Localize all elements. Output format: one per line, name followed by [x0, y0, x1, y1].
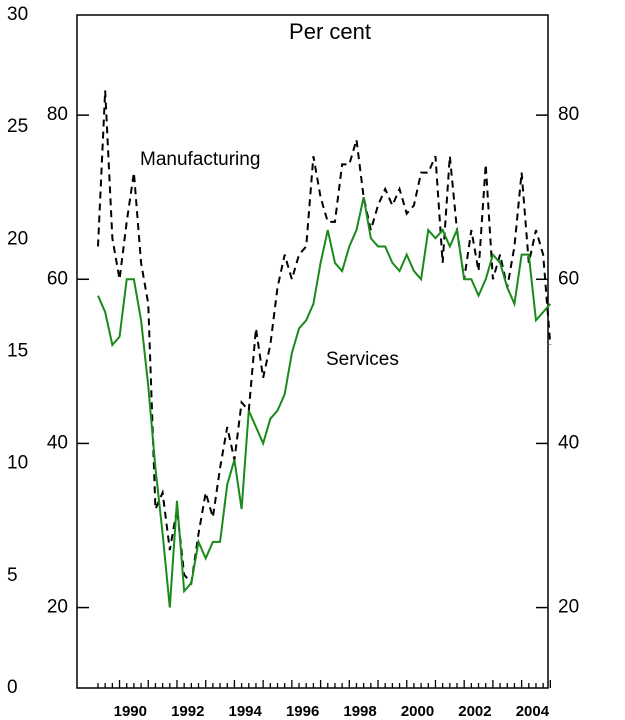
y-tick-label-right: 60 [558, 268, 579, 289]
annotation: Per cent [289, 19, 371, 44]
plot-frame [76, 14, 549, 689]
y2-tick-label: 15 [7, 341, 28, 362]
y-tick-label: 40 [47, 432, 68, 453]
y-tick-label: 80 [47, 104, 68, 125]
y-tick-label-right: 40 [558, 432, 579, 453]
y-tick-label-right: 80 [558, 104, 579, 125]
x-tick-label: 1998 [343, 703, 376, 720]
x-tick-label: 1996 [286, 703, 319, 720]
x-tick-label: 2000 [401, 703, 434, 720]
y2-tick-label: 25 [7, 116, 28, 137]
y2-tick-label: 10 [7, 453, 28, 474]
y-tick-label-right: 20 [558, 597, 579, 618]
series-label: Manufacturing [140, 149, 260, 170]
x-tick-label: 2002 [458, 703, 491, 720]
x-tick-label: 1994 [229, 703, 263, 720]
y2-tick-label: 0 [7, 677, 18, 698]
x-tick-label: 1990 [114, 703, 147, 720]
y2-tick-label: 20 [7, 228, 28, 249]
series-line [97, 90, 552, 586]
y2-tick-label: 30 [7, 4, 28, 25]
x-tick-label: 1992 [171, 703, 204, 720]
y2-tick-label: 5 [7, 565, 18, 586]
x-tick-label: 2004 [516, 703, 550, 720]
series-label: Services [326, 349, 399, 370]
series-line [97, 196, 552, 608]
y-tick-label: 20 [47, 597, 68, 618]
y-tick-label: 60 [47, 268, 68, 289]
